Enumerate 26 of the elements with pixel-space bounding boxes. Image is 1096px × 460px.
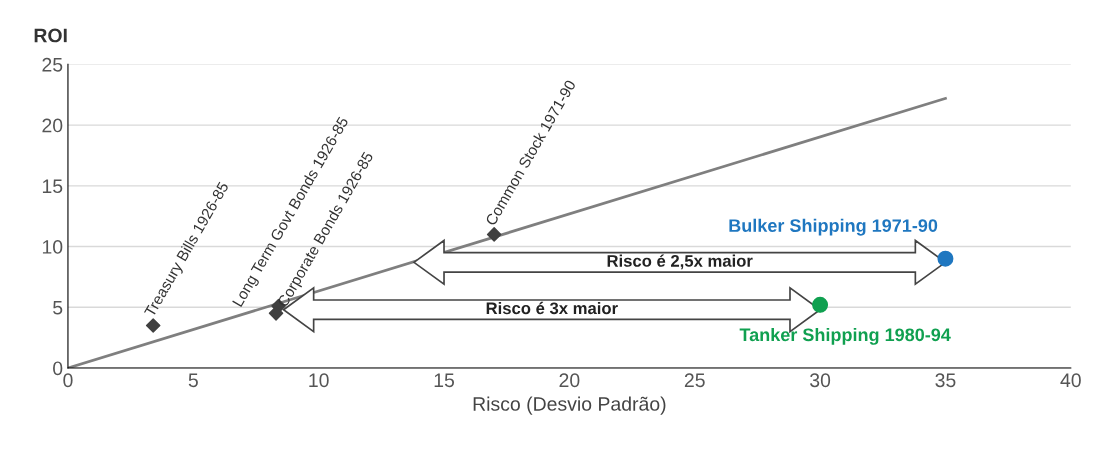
y-tick-label: 25 <box>42 57 63 72</box>
x-tick-label: 20 <box>559 373 580 388</box>
x-tick-label: 15 <box>434 373 455 388</box>
y-tick-label: 20 <box>42 118 63 133</box>
x-tick-label: 40 <box>1060 373 1081 388</box>
x-tick-label: 5 <box>188 373 198 388</box>
y-axis-title: ROI <box>34 28 67 43</box>
point <box>486 227 502 242</box>
point <box>145 318 161 333</box>
x-tick-label: 25 <box>684 373 705 388</box>
series-label: Bulker Shipping 1971-90 <box>729 218 938 236</box>
series-label: Tanker Shipping 1980-94 <box>739 327 951 345</box>
x-tick-label: 10 <box>309 373 329 388</box>
annotation: Risco é 2,5x maior <box>607 254 753 270</box>
y-tick-label: 15 <box>42 179 63 194</box>
x-tick-label: 0 <box>63 373 73 388</box>
x-tick-label: 35 <box>935 373 956 388</box>
y-tick-label: 0 <box>53 361 63 376</box>
annotation: Risco é 3x maior <box>486 301 618 315</box>
x-axis-title: Risco (Desvio Padrão) <box>473 396 666 415</box>
y-tick-label: 10 <box>42 240 63 254</box>
x-tick-label: 30 <box>810 373 831 388</box>
point <box>937 250 954 267</box>
y-tick-label: 5 <box>53 300 63 315</box>
point <box>268 306 284 321</box>
point <box>812 296 829 313</box>
